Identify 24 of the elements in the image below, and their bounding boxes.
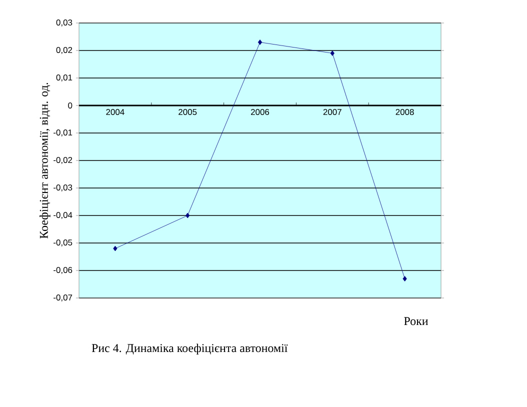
x-tick-label: 2004: [106, 109, 124, 116]
x-tick-label: 2006: [251, 109, 270, 116]
y-tick-label: -0,05: [54, 240, 72, 246]
y-tick-label: 0,01: [56, 74, 72, 82]
point: [113, 246, 118, 252]
y-tick-label: -0,07: [54, 294, 72, 302]
y-tick-label: 0: [68, 102, 72, 108]
y-tick-label: -0,01: [54, 130, 72, 136]
y-tick-label: 0,02: [56, 47, 72, 54]
y-axis-title: Коефіцієнт автономії, відн. од.: [40, 82, 50, 238]
y-tick-label: -0,02: [54, 157, 72, 164]
x-tick-label: 2005: [178, 109, 197, 116]
point: [186, 212, 190, 218]
point: [258, 40, 262, 45]
y-tick-label: 0,03: [56, 20, 72, 26]
point: [330, 50, 334, 56]
x-tick-label: 2007: [323, 109, 342, 116]
y-tick-label: -0,04: [54, 212, 72, 219]
y-tick-label: -0,03: [54, 184, 72, 192]
x-axis-title: Роки: [404, 317, 428, 326]
text: Рис 4. Динаміка коефіцієнта автономії: [92, 344, 288, 355]
x-tick-label: 2008: [396, 109, 414, 116]
y-tick-label: -0,06: [54, 267, 72, 274]
point: [402, 276, 407, 282]
